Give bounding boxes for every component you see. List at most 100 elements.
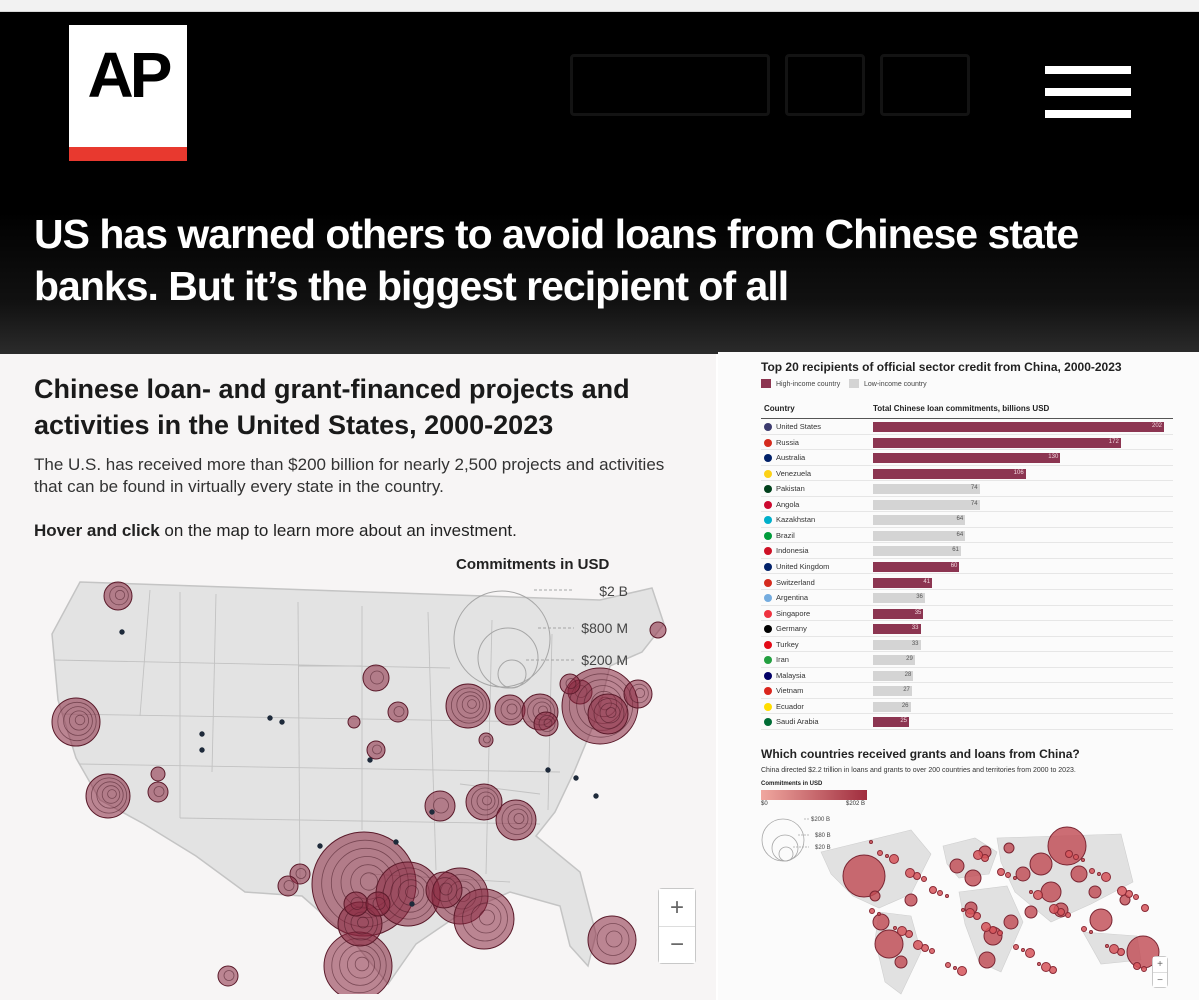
investment-bubble[interactable] bbox=[1049, 904, 1059, 914]
investment-bubble[interactable] bbox=[981, 922, 991, 932]
investment-bubble[interactable] bbox=[929, 886, 937, 894]
investment-bubble[interactable] bbox=[119, 629, 125, 635]
bar-row[interactable]: Angola 74 bbox=[761, 497, 1173, 513]
us-bubble-map[interactable]: $2 B $800 M $200 M bbox=[40, 574, 700, 994]
investment-bubble[interactable] bbox=[453, 888, 515, 950]
investment-bubble[interactable] bbox=[877, 850, 883, 856]
investment-bubble[interactable] bbox=[1033, 890, 1043, 900]
investment-bubble[interactable] bbox=[1013, 944, 1019, 950]
bar-row[interactable]: Iran 29 bbox=[761, 652, 1173, 668]
investment-bubble[interactable] bbox=[874, 929, 904, 959]
investment-bubble[interactable] bbox=[1081, 926, 1087, 932]
bar-row[interactable]: Russia 172 bbox=[761, 435, 1173, 451]
bar-row[interactable]: Switzerland 41 bbox=[761, 575, 1173, 590]
bar-row[interactable]: Turkey 33 bbox=[761, 637, 1173, 653]
investment-bubble[interactable] bbox=[1015, 866, 1031, 882]
bar-row[interactable]: Ecuador 26 bbox=[761, 699, 1173, 715]
investment-bubble[interactable] bbox=[1047, 826, 1087, 866]
investment-bubble[interactable] bbox=[147, 781, 169, 803]
investment-bubble[interactable] bbox=[1037, 962, 1041, 966]
investment-bubble[interactable] bbox=[429, 809, 435, 815]
investment-bubble[interactable] bbox=[409, 901, 415, 907]
investment-bubble[interactable] bbox=[365, 891, 391, 917]
investment-bubble[interactable] bbox=[897, 926, 907, 936]
investment-bubble[interactable] bbox=[869, 840, 873, 844]
investment-bubble[interactable] bbox=[1088, 885, 1102, 899]
investment-bubble[interactable] bbox=[978, 951, 996, 969]
ap-logo[interactable]: AP bbox=[69, 25, 187, 161]
investment-bubble[interactable] bbox=[217, 965, 239, 987]
investment-bubble[interactable] bbox=[893, 926, 897, 930]
bar-row[interactable]: Pakistan 74 bbox=[761, 481, 1173, 497]
investment-bubble[interactable] bbox=[279, 719, 285, 725]
investment-bubble[interactable] bbox=[1089, 930, 1093, 934]
investment-bubble[interactable] bbox=[1089, 908, 1113, 932]
investment-bubble[interactable] bbox=[1041, 962, 1051, 972]
investment-bubble[interactable] bbox=[905, 868, 915, 878]
investment-bubble[interactable] bbox=[1005, 872, 1011, 878]
world-zoom-out-button[interactable]: − bbox=[1153, 972, 1167, 987]
investment-bubble[interactable] bbox=[872, 913, 890, 931]
investment-bubble[interactable] bbox=[997, 930, 1003, 936]
investment-bubble[interactable] bbox=[1025, 948, 1035, 958]
investment-bubble[interactable] bbox=[1070, 865, 1088, 883]
investment-bubble[interactable] bbox=[889, 854, 899, 864]
investment-bubble[interactable] bbox=[945, 962, 951, 968]
investment-bubble[interactable] bbox=[1021, 948, 1025, 952]
investment-bubble[interactable] bbox=[1024, 905, 1038, 919]
investment-bubble[interactable] bbox=[869, 908, 875, 914]
investment-bubble[interactable] bbox=[1133, 894, 1139, 900]
investment-bubble[interactable] bbox=[973, 850, 983, 860]
investment-bubble[interactable] bbox=[1065, 912, 1071, 918]
investment-bubble[interactable] bbox=[362, 664, 390, 692]
investment-bubble[interactable] bbox=[961, 908, 965, 912]
us-zoom-in-button[interactable]: + bbox=[659, 889, 695, 926]
investment-bubble[interactable] bbox=[573, 775, 579, 781]
investment-bubble[interactable] bbox=[1133, 962, 1141, 970]
investment-bubble[interactable] bbox=[393, 839, 399, 845]
investment-bubble[interactable] bbox=[894, 955, 908, 969]
bar-row[interactable]: Malaysia 28 bbox=[761, 668, 1173, 684]
investment-bubble[interactable] bbox=[317, 843, 323, 849]
investment-bubble[interactable] bbox=[1089, 868, 1095, 874]
investment-bubble[interactable] bbox=[949, 858, 965, 874]
bar-row[interactable]: Indonesia 61 bbox=[761, 543, 1173, 559]
investment-bubble[interactable] bbox=[1101, 872, 1111, 882]
investment-bubble[interactable] bbox=[343, 891, 369, 917]
investment-bubble[interactable] bbox=[1003, 914, 1019, 930]
investment-bubble[interactable] bbox=[913, 940, 923, 950]
investment-bubble[interactable] bbox=[649, 621, 667, 639]
investment-bubble[interactable] bbox=[953, 966, 957, 970]
investment-bubble[interactable] bbox=[842, 854, 886, 898]
investment-bubble[interactable] bbox=[1003, 842, 1015, 854]
investment-bubble[interactable] bbox=[1117, 886, 1127, 896]
bar-row[interactable]: Australia 130 bbox=[761, 450, 1173, 466]
investment-bubble[interactable] bbox=[929, 948, 935, 954]
investment-bubble[interactable] bbox=[387, 701, 409, 723]
investment-bubble[interactable] bbox=[478, 732, 494, 748]
investment-bubble[interactable] bbox=[1081, 858, 1085, 862]
investment-bubble[interactable] bbox=[1109, 944, 1119, 954]
investment-bubble[interactable] bbox=[869, 890, 881, 902]
investment-bubble[interactable] bbox=[1141, 904, 1149, 912]
bar-row[interactable]: United Kingdom 60 bbox=[761, 559, 1173, 575]
investment-bubble[interactable] bbox=[267, 715, 273, 721]
bar-row[interactable]: Kazakhstan 64 bbox=[761, 512, 1173, 528]
investment-bubble[interactable] bbox=[347, 715, 361, 729]
investment-bubble[interactable] bbox=[1029, 852, 1053, 876]
investment-bubble[interactable] bbox=[957, 966, 967, 976]
bar-row[interactable]: Brazil 64 bbox=[761, 528, 1173, 544]
investment-bubble[interactable] bbox=[1029, 890, 1033, 894]
investment-bubble[interactable] bbox=[1065, 850, 1073, 858]
bar-row[interactable]: Singapore 35 bbox=[761, 606, 1173, 622]
bar-row[interactable]: Saudi Arabia 25 bbox=[761, 714, 1173, 730]
investment-bubble[interactable] bbox=[945, 894, 949, 898]
world-bubble-map[interactable]: $200 B $80 B $20 B bbox=[761, 812, 1181, 997]
investment-bubble[interactable] bbox=[964, 869, 982, 887]
investment-bubble[interactable] bbox=[997, 868, 1005, 876]
investment-bubble[interactable] bbox=[921, 876, 927, 882]
investment-bubble[interactable] bbox=[366, 740, 386, 760]
investment-bubble[interactable] bbox=[1013, 876, 1017, 880]
investment-bubble[interactable] bbox=[424, 790, 456, 822]
investment-bubble[interactable] bbox=[1141, 966, 1147, 972]
